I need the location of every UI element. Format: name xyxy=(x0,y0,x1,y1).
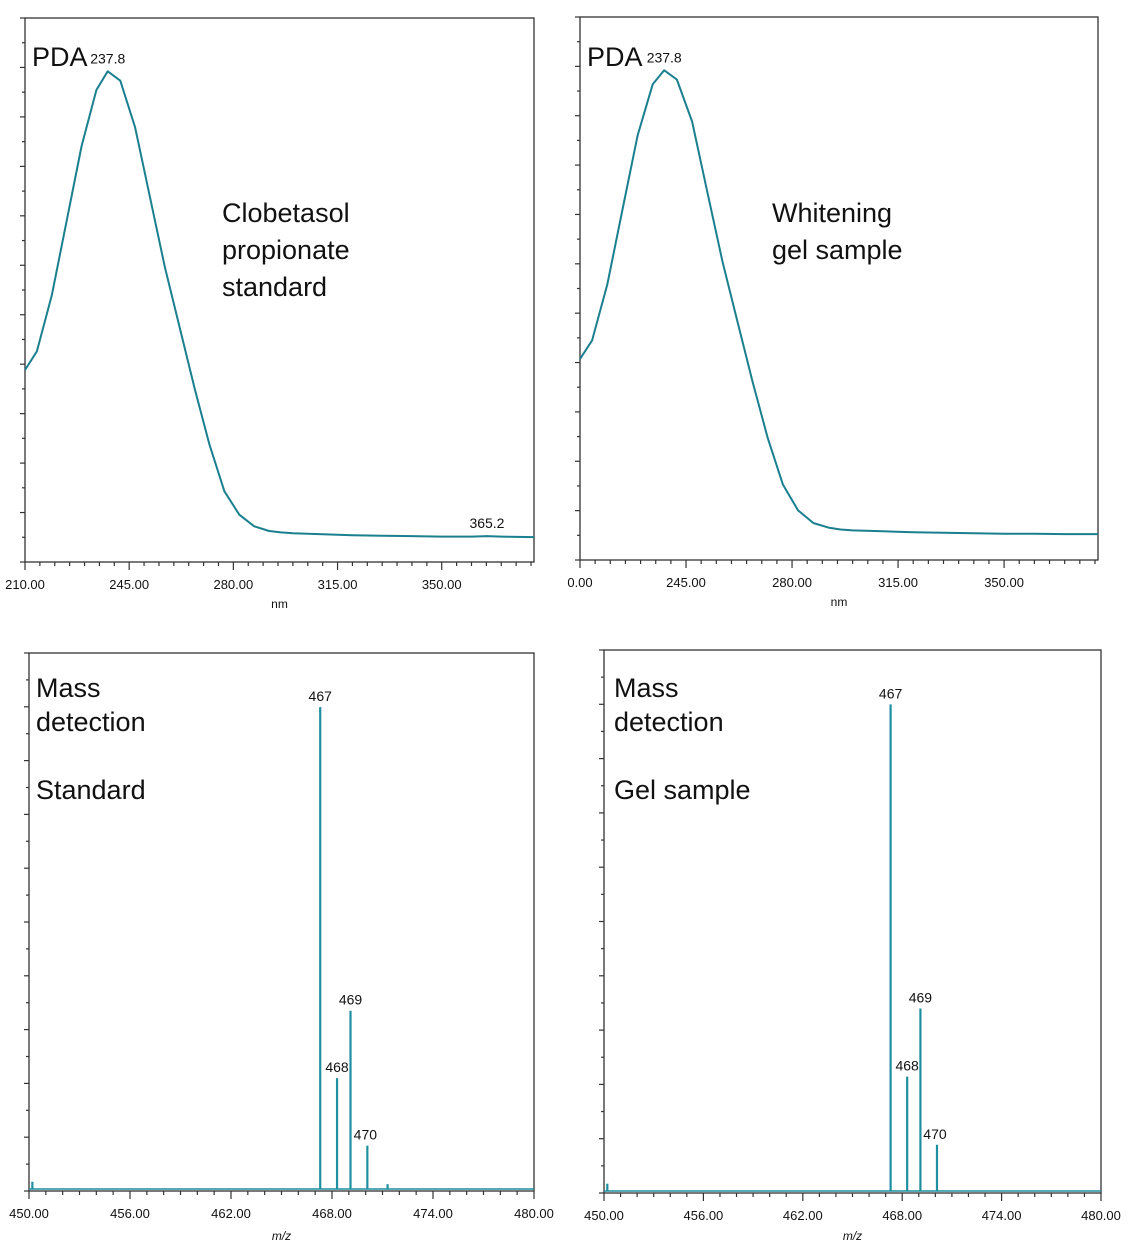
x-tick-label: 474.00 xyxy=(982,1208,1022,1223)
x-tick-label: 456.00 xyxy=(684,1208,724,1223)
peak-label: 237.8 xyxy=(647,49,682,65)
x-axis-label: m/z xyxy=(272,1229,291,1243)
annotation-text: Gel sample xyxy=(614,775,751,805)
spectrum-line xyxy=(24,70,535,539)
x-tick-label: 245.00 xyxy=(109,577,149,592)
annotation-text: Whitening xyxy=(772,198,892,228)
x-tick-label: 350.00 xyxy=(422,577,462,592)
x-axis-label: m/z xyxy=(843,1229,862,1243)
peak-label: 467 xyxy=(309,688,333,704)
x-tick-label: 280.00 xyxy=(772,575,812,590)
x-tick-label: 468.00 xyxy=(312,1206,352,1221)
peak-label: 469 xyxy=(909,990,933,1006)
annotation-text: Mass xyxy=(36,673,101,703)
x-tick-label: 0.00 xyxy=(567,575,592,590)
x-tick-label: 468.00 xyxy=(882,1208,922,1223)
annotation-text: Clobetasol xyxy=(222,198,350,228)
spectrum-line xyxy=(579,69,1098,536)
annotation-text: detection xyxy=(36,707,146,737)
x-tick-label: 450.00 xyxy=(9,1206,49,1221)
chart-title: PDA xyxy=(587,42,643,72)
annotation-text: detection xyxy=(614,707,724,737)
x-tick-label: 480.00 xyxy=(514,1206,554,1221)
chart-title: PDA xyxy=(32,42,88,72)
x-axis-label: nm xyxy=(831,595,848,609)
x-tick-label: 280.00 xyxy=(213,577,253,592)
x-tick-label: 245.00 xyxy=(666,575,706,590)
peak-label: 470 xyxy=(923,1126,947,1142)
peak-label: 468 xyxy=(895,1058,919,1074)
annotation-text: standard xyxy=(222,272,327,302)
peak-label: 365.2 xyxy=(469,515,504,531)
x-tick-label: 450.00 xyxy=(584,1208,624,1223)
x-tick-label: 456.00 xyxy=(110,1206,150,1221)
x-tick-label: 350.00 xyxy=(984,575,1024,590)
chart-ms-standard: 450.00 456.00 462.00 468.00 474.00 480.00 m/z 4… xyxy=(9,652,554,1243)
x-tick-label: 462.00 xyxy=(783,1208,823,1223)
x-tick-label: 462.00 xyxy=(211,1206,251,1221)
chart-pda-standard: 210.00 245.00 280.00 315.00 350.00 nm PDA 237.8… xyxy=(5,17,535,611)
peak-label: 467 xyxy=(879,685,903,701)
x-axis-label: nm xyxy=(271,597,288,611)
x-tick-label: 315.00 xyxy=(878,575,918,590)
peak-label: 469 xyxy=(339,992,363,1008)
annotation-text: gel sample xyxy=(772,235,903,265)
annotation-text: Mass xyxy=(614,673,679,703)
chart-pda-gel: 0.00 245.00 280.00 315.00 350.00 nm PDA 237.8 Wh… xyxy=(567,16,1099,609)
peak-label: 468 xyxy=(325,1059,349,1075)
x-tick-label: 315.00 xyxy=(318,577,358,592)
plot-frame xyxy=(579,16,1099,561)
peak-label: 470 xyxy=(354,1127,378,1143)
x-tick-label: 210.00 xyxy=(5,577,45,592)
annotation-text: Standard xyxy=(36,775,146,805)
x-tick-label: 474.00 xyxy=(413,1206,453,1221)
annotation-text: propionate xyxy=(222,235,350,265)
x-tick-label: 480.00 xyxy=(1081,1208,1121,1223)
chart-ms-gel: 450.00 456.00 462.00 468.00 474.00 480.00 m/z 4… xyxy=(584,649,1121,1243)
peak-label: 237.8 xyxy=(90,50,125,66)
